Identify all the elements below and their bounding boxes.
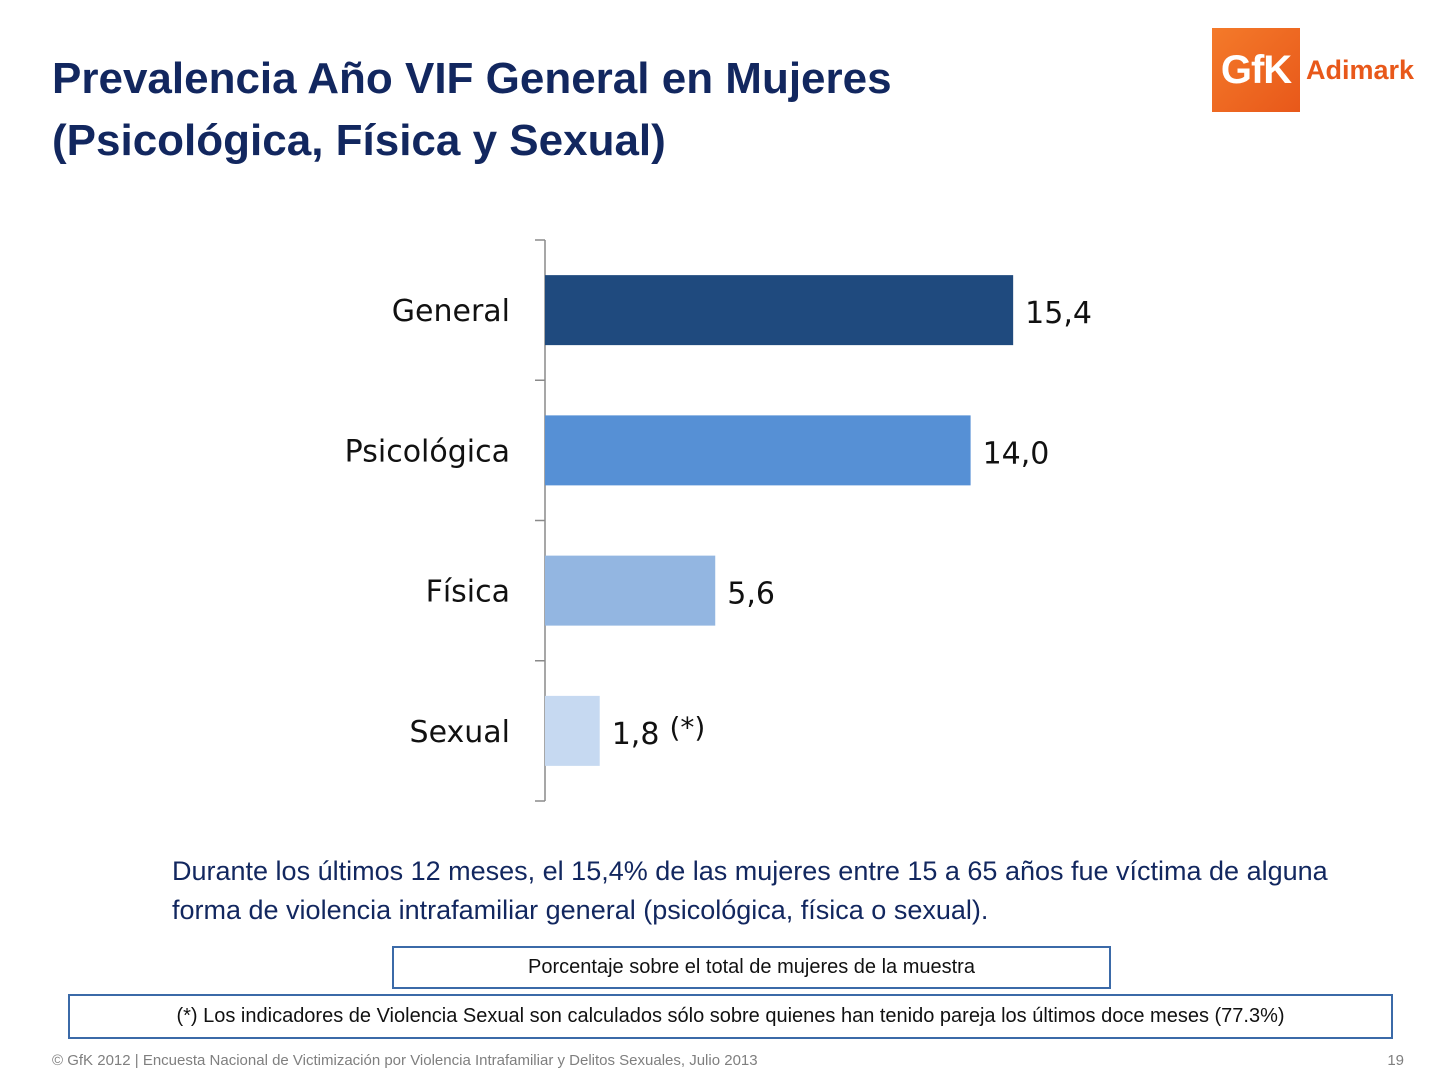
bar-sexual xyxy=(545,695,600,766)
page-number: 19 xyxy=(1387,1052,1404,1069)
logo-text: Adimark xyxy=(1306,55,1415,85)
category-label: General xyxy=(392,294,510,329)
bar-psicológica xyxy=(545,415,971,486)
gfk-adimark-logo: GfK Adimark xyxy=(1212,28,1415,112)
category-label: Psicológica xyxy=(345,434,510,469)
category-label: Física xyxy=(426,575,510,610)
note-text: Porcentaje sobre el total de mujeres de … xyxy=(528,956,975,978)
bar-general xyxy=(545,275,1014,346)
slide-title: Prevalencia Año VIF General en Mujeres (… xyxy=(52,48,1092,172)
footer-source: © GfK 2012 | Encuesta Nacional de Victim… xyxy=(52,1052,758,1069)
bar-chart: General 15,4 Psicológica 14,0 Física 5,6 Sexua… xyxy=(345,239,1092,802)
value-label: 5,6 xyxy=(727,577,775,612)
value-label-footnote-marker: (*) xyxy=(669,711,705,744)
slide-title-line-1: Prevalencia Año VIF General en Mujeres xyxy=(52,54,892,103)
category-label: Sexual xyxy=(410,715,510,750)
value-label: 1,8 xyxy=(612,717,660,752)
note-box: Porcentaje sobre el total de mujeres de … xyxy=(392,946,1111,989)
footnote-box: (*) Los indicadores de Violencia Sexual … xyxy=(68,994,1393,1039)
bar-física xyxy=(545,555,716,626)
logo-mark: GfK xyxy=(1212,28,1300,112)
value-label: 15,4 xyxy=(1025,296,1092,331)
value-label: 14,0 xyxy=(983,436,1050,471)
footnote-text: (*) Los indicadores de Violencia Sexual … xyxy=(176,1005,1285,1027)
slide-title-line-2: (Psicológica, Física y Sexual) xyxy=(52,116,666,165)
summary-text: Durante los últimos 12 meses, el 15,4% d… xyxy=(172,856,1328,925)
